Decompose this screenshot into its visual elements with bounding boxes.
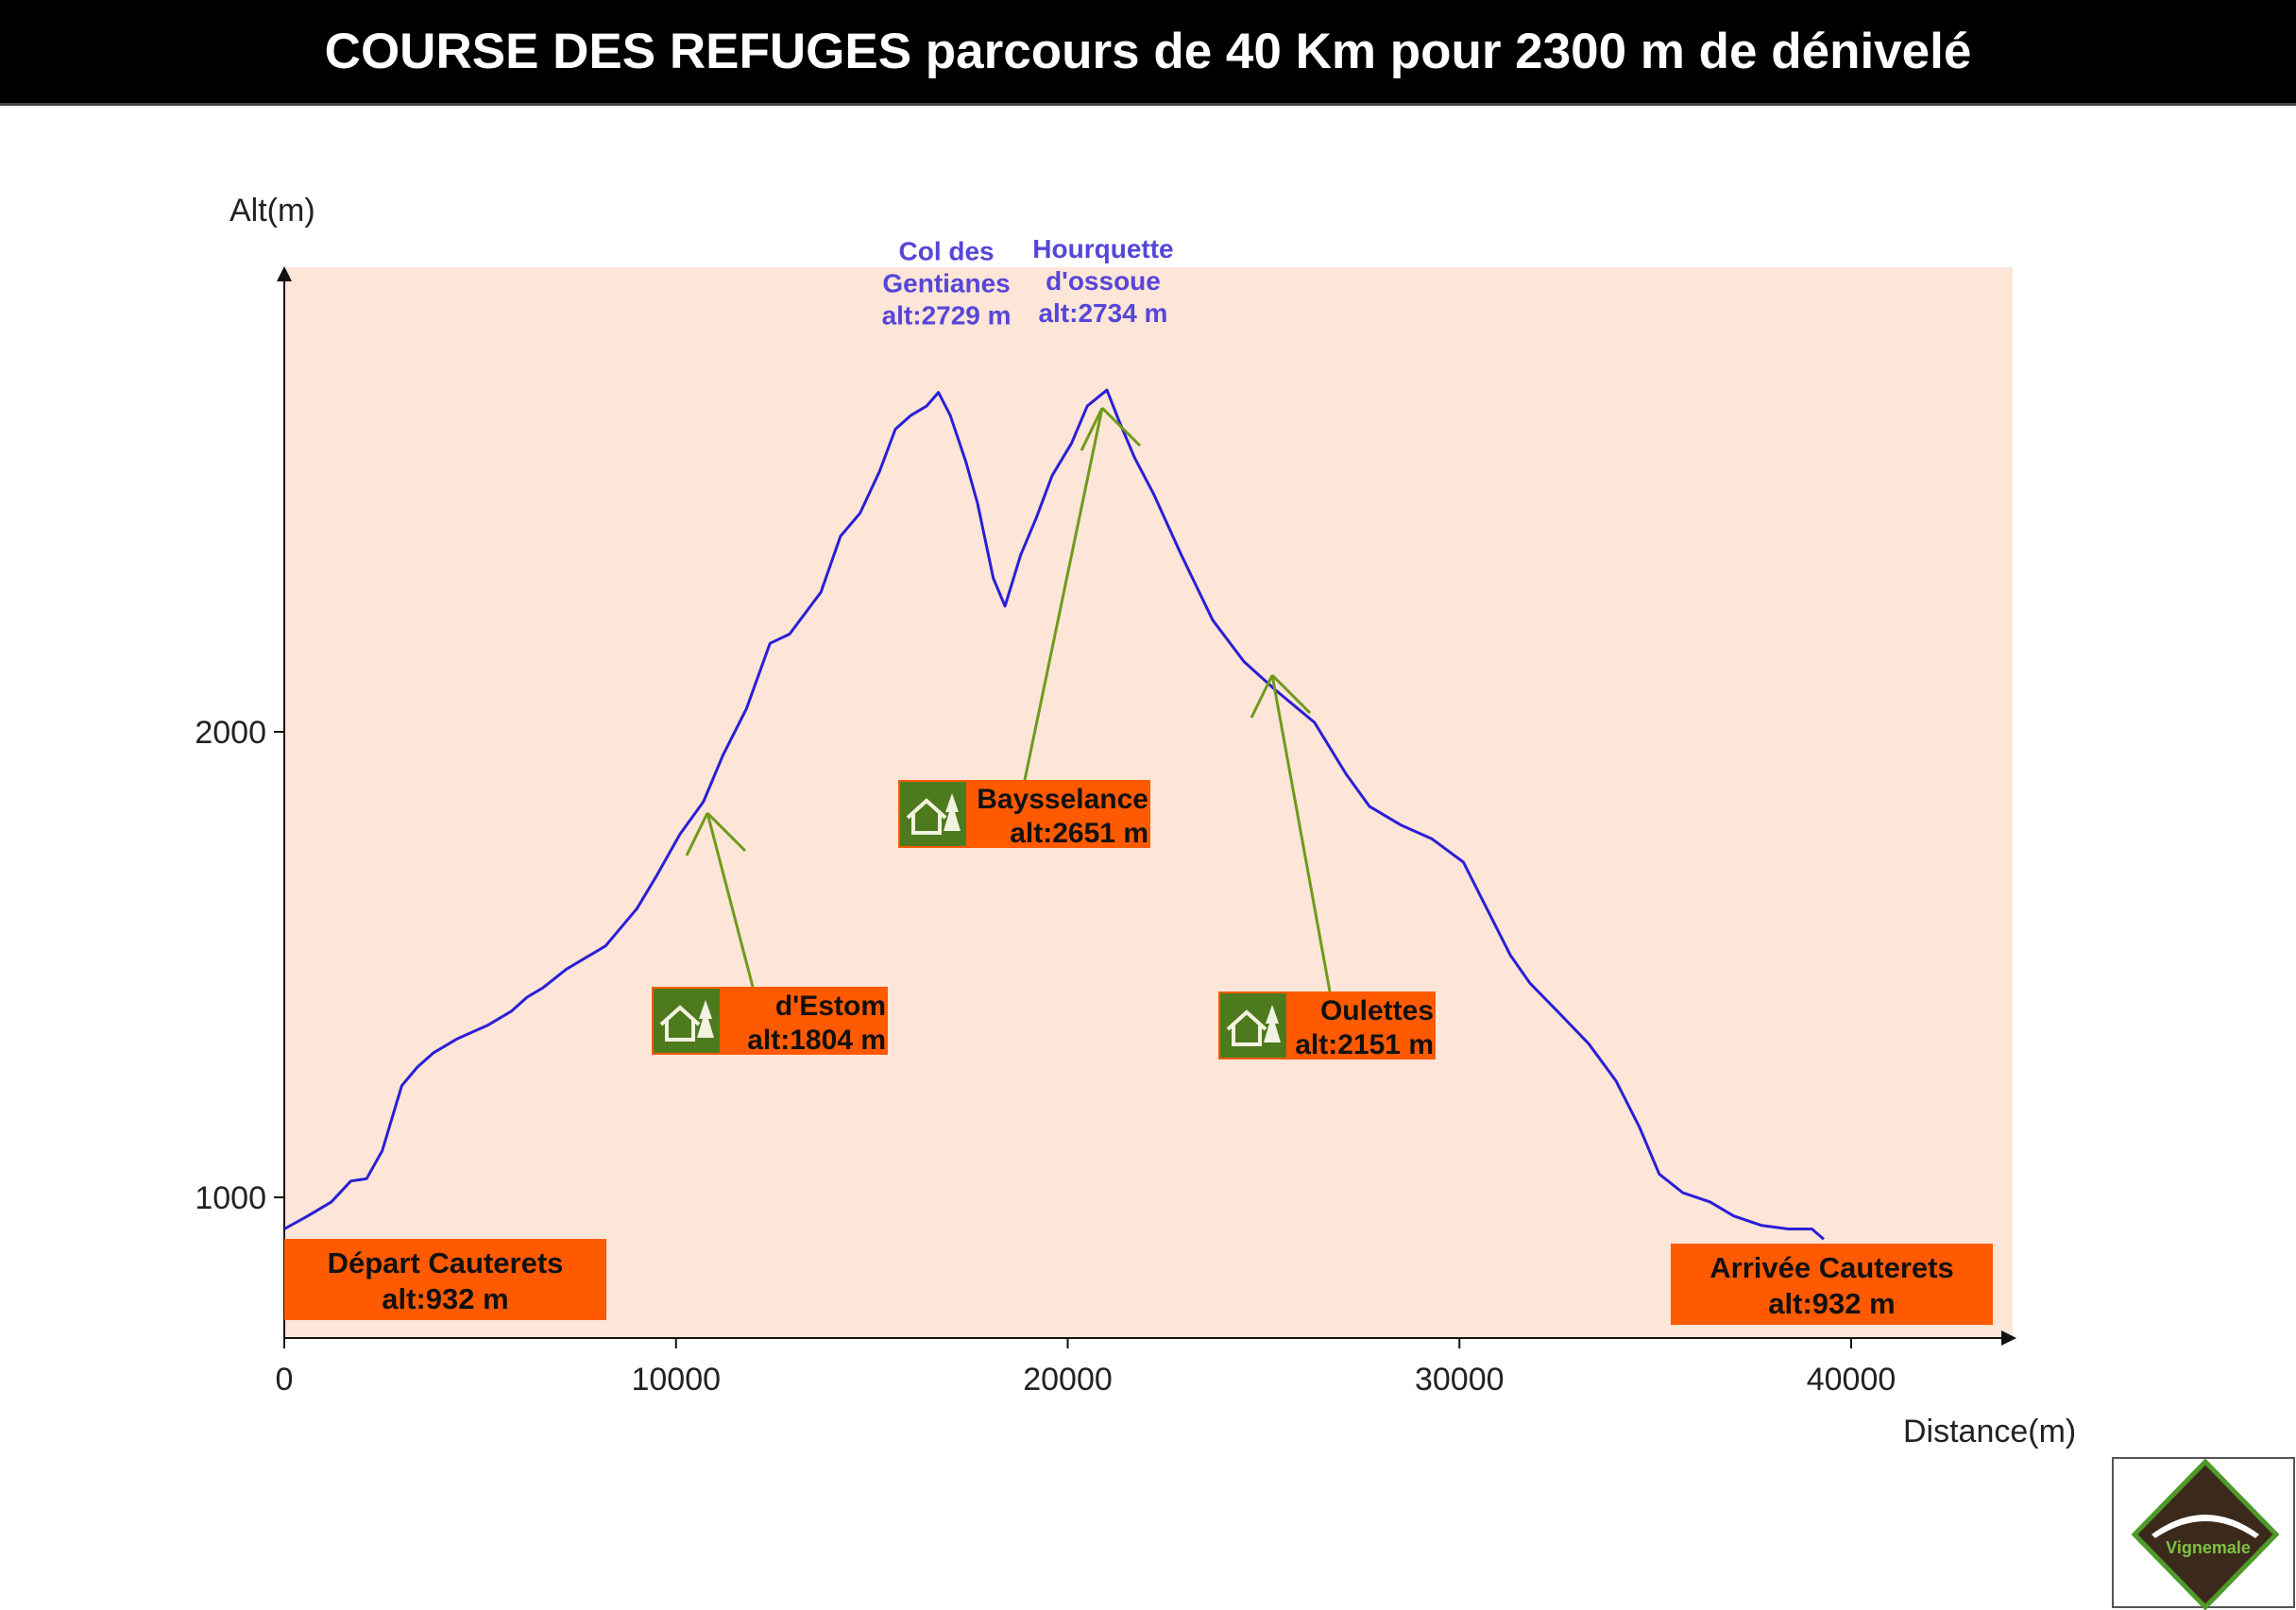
x-tick-label: 10000	[631, 1362, 721, 1398]
summit-label-line: Col des	[899, 237, 995, 266]
summit-label-line: alt:2734 m	[1038, 298, 1167, 328]
tree-icon-shape	[944, 793, 961, 831]
endpoint-name: Arrivée Cauterets	[1709, 1251, 1953, 1284]
x-tick-label: 40000	[1807, 1362, 1896, 1398]
refuge-pointer-arrowhead	[706, 811, 747, 853]
refuge-altitude: alt:2151 m	[1295, 1029, 1434, 1060]
hut-icon-shape	[1226, 1009, 1267, 1046]
logo-text: Vignemale	[2166, 1538, 2251, 1557]
endpoint-label-box	[1671, 1244, 1993, 1325]
title-bold: COURSE DES REFUGES	[324, 24, 912, 79]
summit-label-line: Gentianes	[882, 269, 1010, 298]
endpoint-altitude: alt:932 m	[382, 1282, 508, 1315]
refuge-pointers	[685, 406, 1332, 992]
refuge-name: d'Estom	[775, 991, 886, 1022]
y-axis-label: Alt(m)	[230, 193, 315, 229]
tree-icon-shape	[1264, 1005, 1281, 1042]
axis-ticks: 0 10000 20000 30000 40000 1000 2000	[195, 715, 1896, 1398]
elevation-profile-line	[283, 388, 1825, 1241]
mountain-shape	[2151, 1515, 2259, 1538]
x-axis-arrow	[2001, 1330, 2016, 1346]
refuge-altitude: alt:2651 m	[1010, 818, 1148, 849]
x-tick-label: 20000	[1023, 1362, 1113, 1398]
refuge-pointer-arrowhead	[1080, 407, 1104, 451]
summit-labels: Col des Gentianes alt:2729 m Hourquette d'os…	[882, 234, 1174, 330]
y-axis-arrow	[277, 266, 292, 281]
refuge-name: Oulettes	[1320, 995, 1434, 1026]
refuge-name: Baysselance	[977, 784, 1148, 815]
refuge-pointer-arrowhead	[685, 812, 709, 856]
y-tick-label: 2000	[195, 715, 266, 751]
title-bar: COURSE DES REFUGES parcours de 40 Km pou…	[0, 0, 2296, 106]
y-tick-label: 1000	[195, 1180, 266, 1216]
hut-icon-shape	[906, 798, 947, 835]
x-tick-label: 0	[276, 1362, 294, 1398]
endpoint-name: Départ Cauterets	[328, 1246, 564, 1280]
refuge-altitude: alt:1804 m	[747, 1025, 886, 1056]
refuge-pointer-arrowhead	[1270, 673, 1312, 715]
endpoint-altitude: alt:932 m	[1768, 1287, 1895, 1320]
endpoint-label-box	[284, 1239, 606, 1320]
refuge-pointer-arrowhead	[1250, 674, 1274, 719]
trail-runner-logo-icon	[2131, 1459, 2280, 1610]
club-logo: Vignemale	[2112, 1457, 2295, 1610]
elevation-profile-chart: 0 10000 20000 30000 40000 1000 2000 Col des Gen…	[195, 193, 2076, 1449]
hut-icon-shape	[659, 1005, 701, 1042]
x-axis-label: Distance(m)	[1903, 1414, 2076, 1449]
refuge-pointer-line	[706, 812, 755, 988]
tree-icon-shape	[697, 1000, 714, 1038]
refuge-pointer-arrowhead	[1100, 406, 1142, 448]
summit-label-line: Hourquette	[1032, 234, 1173, 263]
summit-label-line: d'ossoue	[1046, 266, 1161, 296]
axes	[277, 266, 2016, 1346]
summit-label-line: alt:2729 m	[882, 301, 1012, 330]
title-rest: parcours de 40 Km pour 2300 m de dénivel…	[911, 24, 1972, 79]
refuge-pointer-line	[1270, 674, 1332, 992]
refuge-pointer-line	[1023, 407, 1104, 781]
x-tick-label: 30000	[1415, 1362, 1505, 1398]
